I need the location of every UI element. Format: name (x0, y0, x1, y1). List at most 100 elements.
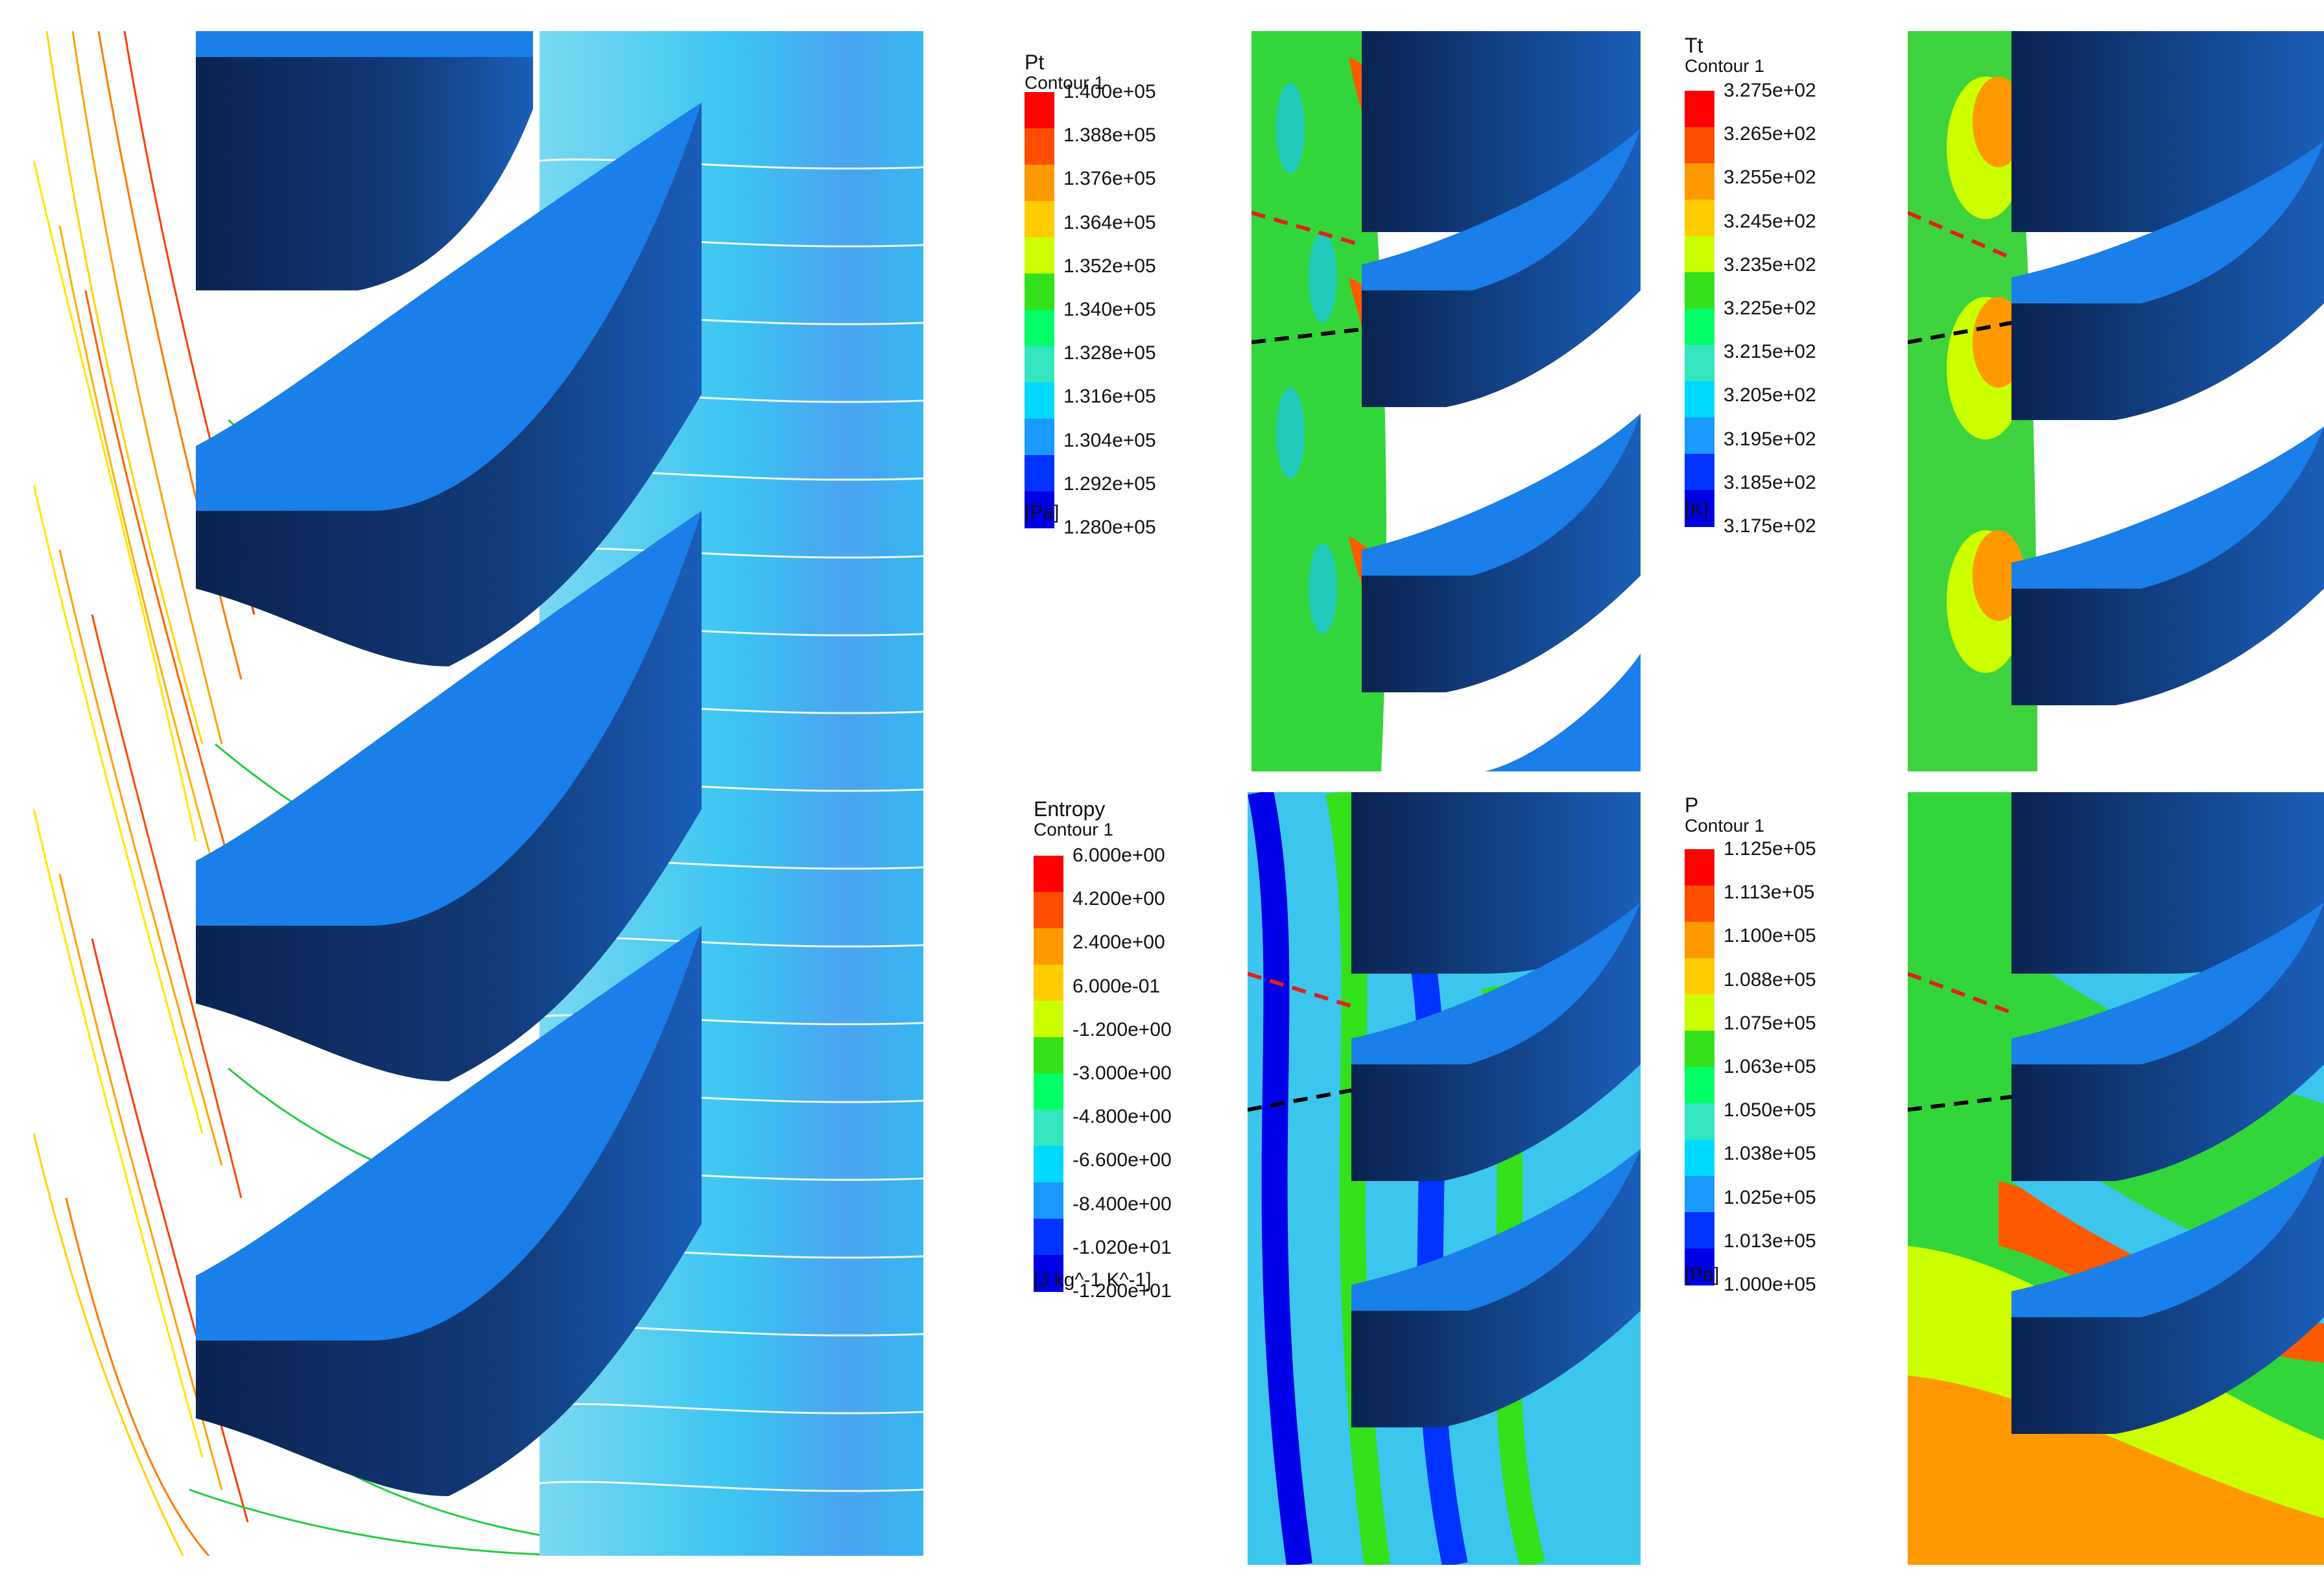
legend-tick-label: 1.075e+05 (1724, 1012, 1816, 1034)
contour-p-panel (1908, 792, 2324, 1565)
legend-color-segment (1034, 892, 1063, 929)
legend-color-segment (1685, 91, 1714, 128)
legend-tick-label: -1.200e+00 (1073, 1018, 1172, 1040)
legend-tick-label: 1.292e+05 (1063, 473, 1156, 495)
legend-tick-label: -3.000e+00 (1073, 1062, 1172, 1084)
legend-color-segment (1025, 165, 1054, 202)
legend-subtitle: Contour 1 (1685, 56, 1764, 76)
red-dashed-line (1248, 972, 1352, 1008)
black-dashed-line (1251, 327, 1362, 344)
legend-tick-label: -8.400e+00 (1073, 1193, 1172, 1215)
streamline-figure (34, 31, 923, 1556)
legend-tick-label: 3.185e+02 (1724, 471, 1816, 493)
legend-color-segment (1025, 491, 1054, 528)
red-dashed-line (1908, 972, 2013, 1014)
legend-color-segment (1034, 1110, 1063, 1147)
legend-color-segment (1025, 310, 1054, 347)
legend-color-segment (1025, 128, 1054, 165)
legend-color-segment (1685, 127, 1714, 164)
legend-tick-label: 1.000e+05 (1724, 1274, 1816, 1295)
legend-unit: [Pa] (1685, 1264, 1720, 1285)
legend-tick-label: -4.800e+00 (1073, 1106, 1172, 1128)
contour-entropy-figure (1248, 792, 1641, 1565)
legend-tick-label: 1.113e+05 (1724, 882, 1815, 904)
legend-subtitle: Contour 1 (1025, 73, 1104, 93)
legend-title: P (1685, 793, 1699, 817)
legend-color-segment (1025, 201, 1054, 238)
contour-tt-panel (1908, 31, 2324, 771)
legend-tick-label: 3.245e+02 (1724, 210, 1816, 232)
legend-color-segment (1685, 163, 1714, 200)
legend-tt: Tt Contour 1 [K] 3.275e+02 3.265e+02 3.255… (1685, 34, 1931, 536)
contour-pt-figure (1251, 31, 1641, 771)
legend-tick-label: 1.376e+05 (1063, 168, 1156, 190)
contour-entropy-panel (1248, 792, 1641, 1565)
legend-color-segment (1685, 200, 1714, 237)
legend-colorbar (1034, 856, 1063, 1292)
legend-tick-label: 1.125e+05 (1724, 838, 1816, 860)
legend-color-segment (1685, 1067, 1714, 1104)
legend-title: Tt (1685, 34, 1703, 57)
legend-tick-label: 1.280e+05 (1063, 517, 1156, 538)
contour-tt-figure (1908, 31, 2324, 771)
legend-color-segment (1034, 1037, 1063, 1074)
legend-color-segment (1685, 885, 1714, 922)
legend-tick-label: 3.225e+02 (1724, 298, 1816, 319)
legend-color-segment (1025, 237, 1054, 274)
legend-color-segment (1034, 1073, 1063, 1110)
legend-color-segment (1034, 1219, 1063, 1256)
legend-tick-label: 1.013e+05 (1724, 1230, 1816, 1252)
legend-color-segment (1685, 345, 1714, 382)
legend-color-segment (1034, 856, 1063, 893)
legend-tick-label: 1.352e+05 (1063, 255, 1156, 277)
legend-tick-label: 1.088e+05 (1724, 968, 1816, 991)
legend-color-segment (1685, 1140, 1714, 1177)
legend-color-segment (1025, 346, 1054, 383)
legend-tick-label: 1.340e+05 (1063, 299, 1156, 320)
legend-tick-label: 3.235e+02 (1724, 253, 1816, 276)
legend-unit: [K] (1685, 499, 1709, 521)
legend-color-segment (1034, 928, 1063, 965)
legend-tick-label: 3.255e+02 (1724, 167, 1816, 189)
legend-color-segment (1034, 1255, 1063, 1292)
legend-color-segment (1685, 1031, 1714, 1068)
legend-tick-label: -1.020e+01 (1073, 1236, 1172, 1258)
legend-color-segment (1025, 455, 1054, 492)
legend-tick-label: 1.063e+05 (1724, 1056, 1816, 1077)
legend-title: Pt (1025, 51, 1045, 74)
legend-color-segment (1685, 490, 1714, 527)
legend-tick-label: 2.400e+00 (1073, 932, 1165, 954)
contour-p-figure (1908, 792, 2324, 1565)
legend-colorbar (1685, 91, 1714, 527)
legend-pt: Pt Contour 1 [Pa] 1.400e+05 1.388e+05 1.37… (1025, 52, 1271, 545)
legend-colorbar (1025, 92, 1054, 528)
legend-color-segment (1685, 1176, 1714, 1213)
legend-color-segment (1685, 1212, 1714, 1249)
legend-color-segment (1685, 1103, 1714, 1140)
legend-tick-label: -1.200e+01 (1073, 1280, 1172, 1302)
legend-color-segment (1685, 236, 1714, 273)
legend-tick-label: 6.000e-01 (1073, 975, 1161, 997)
legend-tick-label: -6.600e+00 (1073, 1149, 1172, 1171)
legend-color-segment (1685, 994, 1714, 1031)
legend-color-segment (1025, 382, 1054, 419)
legend-color-segment (1685, 1249, 1714, 1285)
red-dashed-line (1908, 211, 2013, 260)
legend-tick-label: 3.195e+02 (1724, 428, 1816, 450)
turbine-blades (196, 31, 702, 1496)
legend-tick-label: 1.025e+05 (1724, 1186, 1816, 1208)
legend-tick-label: 3.215e+02 (1724, 341, 1816, 363)
legend-tick-label: 3.175e+02 (1724, 515, 1816, 537)
black-dashed-line (1248, 1088, 1352, 1112)
legend-unit: [J kg^-1 K^-1] (1034, 1269, 1152, 1291)
legend-unit: [Pa] (1025, 502, 1060, 523)
legend-tick-label: 1.316e+05 (1063, 386, 1156, 408)
legend-color-segment (1685, 922, 1714, 959)
black-dashed-line (1908, 321, 2012, 344)
legend-color-segment (1685, 272, 1714, 309)
legend-color-segment (1685, 309, 1714, 346)
legend-color-segment (1025, 92, 1054, 129)
legend-tick-label: 3.275e+02 (1724, 80, 1816, 101)
legend-title: Entropy (1034, 797, 1106, 821)
legend-color-segment (1685, 417, 1714, 454)
